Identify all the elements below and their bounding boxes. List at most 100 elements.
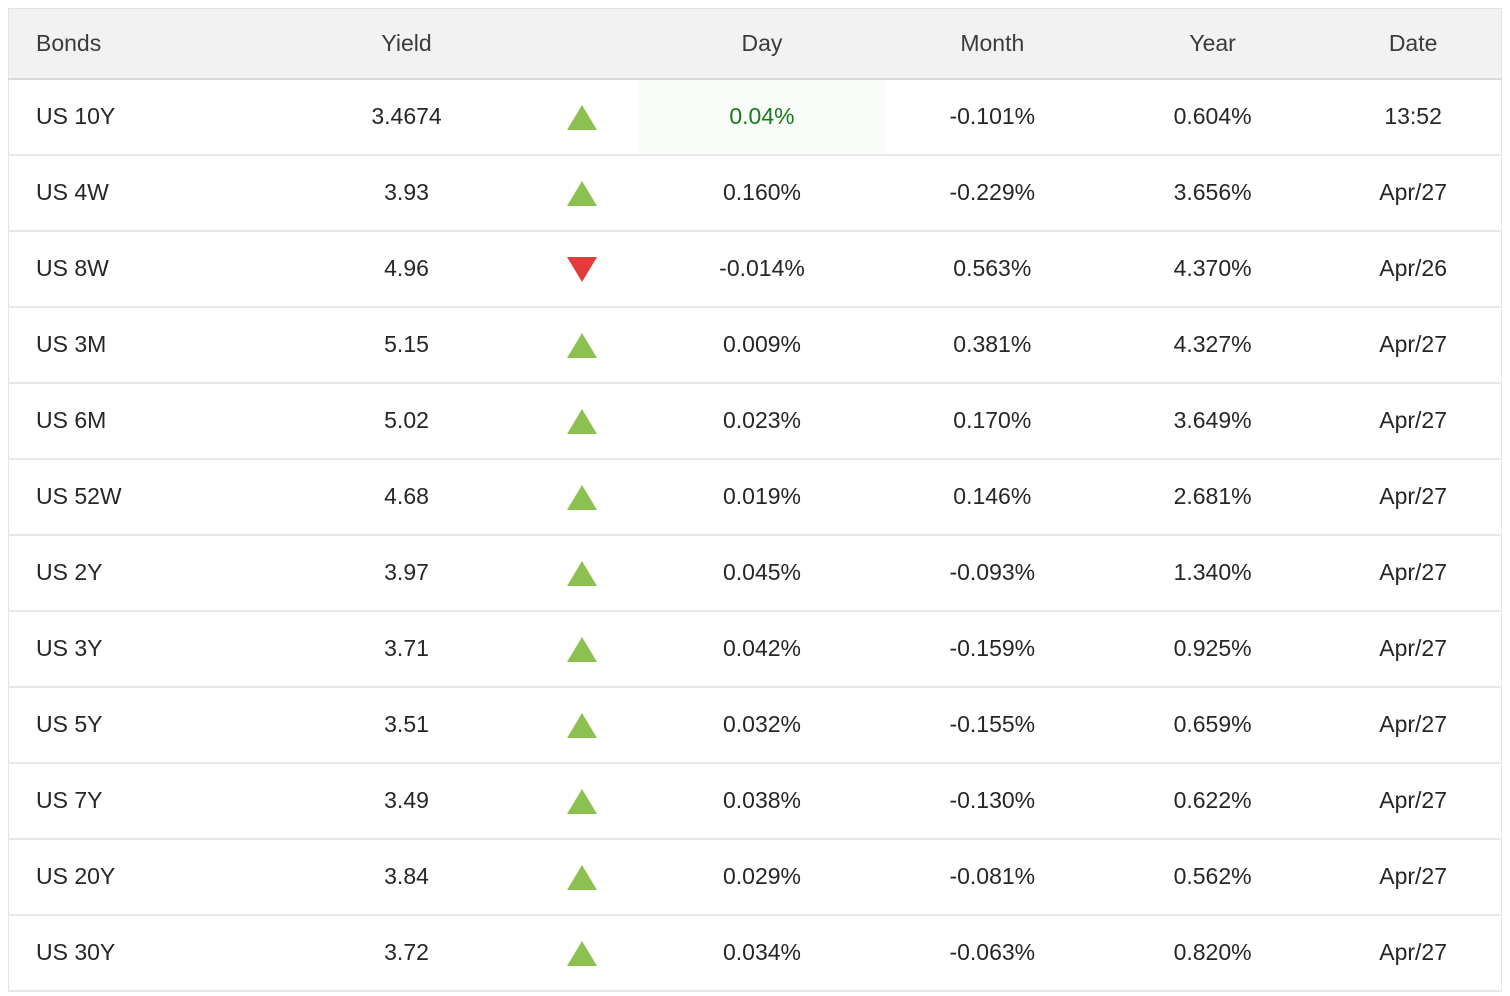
date-cell: Apr/27 bbox=[1325, 762, 1502, 840]
table-row[interactable]: US 7Y 3.49 0.038% -0.130% 0.622% Apr/27 bbox=[8, 762, 1502, 840]
bond-name-cell[interactable]: US 3M bbox=[8, 306, 289, 384]
bond-name-cell[interactable]: US 8W bbox=[8, 230, 289, 308]
bond-name-cell[interactable]: US 3Y bbox=[8, 610, 289, 688]
arrow-cell bbox=[524, 154, 640, 232]
month-change-cell: -0.063% bbox=[884, 914, 1100, 992]
up-triangle-icon bbox=[566, 941, 597, 967]
bond-name-cell[interactable]: US 4W bbox=[8, 154, 289, 232]
column-header-date: Date bbox=[1325, 8, 1502, 80]
month-change-cell: 0.563% bbox=[884, 230, 1100, 308]
year-change-cell: 0.659% bbox=[1099, 686, 1326, 764]
day-change-cell: 0.032% bbox=[639, 686, 885, 764]
month-change-cell: 0.146% bbox=[884, 458, 1100, 536]
date-cell: Apr/27 bbox=[1325, 914, 1502, 992]
date-cell: Apr/27 bbox=[1325, 838, 1502, 916]
header-row: Bonds Yield Day Month Year Date bbox=[8, 8, 1502, 80]
bonds-table: Bonds Yield Day Month Year Date US 10Y 3… bbox=[8, 8, 1502, 992]
up-triangle-icon bbox=[566, 333, 597, 359]
bond-name-cell[interactable]: US 6M bbox=[8, 382, 289, 460]
month-change-cell: -0.101% bbox=[884, 78, 1100, 156]
down-triangle-icon bbox=[566, 257, 597, 283]
year-change-cell: 4.327% bbox=[1099, 306, 1326, 384]
day-change-cell: -0.014% bbox=[639, 230, 885, 308]
table-row[interactable]: US 3Y 3.71 0.042% -0.159% 0.925% Apr/27 bbox=[8, 610, 1502, 688]
column-header-arrow bbox=[524, 8, 640, 80]
year-change-cell: 3.656% bbox=[1099, 154, 1326, 232]
month-change-cell: -0.081% bbox=[884, 838, 1100, 916]
year-change-cell: 2.681% bbox=[1099, 458, 1326, 536]
day-change-cell: 0.160% bbox=[639, 154, 885, 232]
table-row[interactable]: US 20Y 3.84 0.029% -0.081% 0.562% Apr/27 bbox=[8, 838, 1502, 916]
year-change-cell: 3.649% bbox=[1099, 382, 1326, 460]
day-change-cell: 0.009% bbox=[639, 306, 885, 384]
bond-name-cell[interactable]: US 52W bbox=[8, 458, 289, 536]
yield-cell: 3.97 bbox=[288, 534, 525, 612]
month-change-cell: -0.130% bbox=[884, 762, 1100, 840]
bond-name-cell[interactable]: US 20Y bbox=[8, 838, 289, 916]
up-triangle-icon bbox=[566, 561, 597, 587]
table-row[interactable]: US 8W 4.96 -0.014% 0.563% 4.370% Apr/26 bbox=[8, 230, 1502, 308]
bond-name-cell[interactable]: US 2Y bbox=[8, 534, 289, 612]
day-change-cell: 0.038% bbox=[639, 762, 885, 840]
yield-cell: 4.96 bbox=[288, 230, 525, 308]
arrow-cell bbox=[524, 914, 640, 992]
month-change-cell: -0.155% bbox=[884, 686, 1100, 764]
bond-name-cell[interactable]: US 30Y bbox=[8, 914, 289, 992]
table-row[interactable]: US 30Y 3.72 0.034% -0.063% 0.820% Apr/27 bbox=[8, 914, 1502, 992]
table-header: Bonds Yield Day Month Year Date bbox=[8, 8, 1502, 80]
yield-cell: 3.4674 bbox=[288, 78, 525, 156]
day-change-cell: 0.034% bbox=[639, 914, 885, 992]
yield-cell: 3.49 bbox=[288, 762, 525, 840]
arrow-cell bbox=[524, 458, 640, 536]
date-cell: 13:52 bbox=[1325, 78, 1502, 156]
date-cell: Apr/27 bbox=[1325, 458, 1502, 536]
table-row[interactable]: US 4W 3.93 0.160% -0.229% 3.656% Apr/27 bbox=[8, 154, 1502, 232]
date-cell: Apr/27 bbox=[1325, 154, 1502, 232]
bond-name-cell[interactable]: US 7Y bbox=[8, 762, 289, 840]
month-change-cell: -0.159% bbox=[884, 610, 1100, 688]
table-row[interactable]: US 6M 5.02 0.023% 0.170% 3.649% Apr/27 bbox=[8, 382, 1502, 460]
day-change-cell: 0.045% bbox=[639, 534, 885, 612]
day-change-cell: 0.04% bbox=[639, 78, 885, 156]
table-row[interactable]: US 5Y 3.51 0.032% -0.155% 0.659% Apr/27 bbox=[8, 686, 1502, 764]
bond-name-cell[interactable]: US 10Y bbox=[8, 78, 289, 156]
table-row[interactable]: US 2Y 3.97 0.045% -0.093% 1.340% Apr/27 bbox=[8, 534, 1502, 612]
column-header-day: Day bbox=[639, 8, 885, 80]
date-cell: Apr/27 bbox=[1325, 306, 1502, 384]
yield-cell: 5.15 bbox=[288, 306, 525, 384]
column-header-month: Month bbox=[884, 8, 1100, 80]
arrow-cell bbox=[524, 686, 640, 764]
yield-cell: 3.51 bbox=[288, 686, 525, 764]
year-change-cell: 0.925% bbox=[1099, 610, 1326, 688]
month-change-cell: 0.381% bbox=[884, 306, 1100, 384]
day-change-cell: 0.023% bbox=[639, 382, 885, 460]
arrow-cell bbox=[524, 762, 640, 840]
table-row[interactable]: US 10Y 3.4674 0.04% -0.101% 0.604% 13:52 bbox=[8, 78, 1502, 156]
yield-cell: 4.68 bbox=[288, 458, 525, 536]
column-header-yield: Yield bbox=[288, 8, 525, 80]
table-row[interactable]: US 3M 5.15 0.009% 0.381% 4.327% Apr/27 bbox=[8, 306, 1502, 384]
table-row[interactable]: US 52W 4.68 0.019% 0.146% 2.681% Apr/27 bbox=[8, 458, 1502, 536]
year-change-cell: 0.604% bbox=[1099, 78, 1326, 156]
day-change-cell: 0.019% bbox=[639, 458, 885, 536]
up-triangle-icon bbox=[566, 713, 597, 739]
arrow-cell bbox=[524, 610, 640, 688]
up-triangle-icon bbox=[566, 637, 597, 663]
date-cell: Apr/27 bbox=[1325, 610, 1502, 688]
day-change-cell: 0.042% bbox=[639, 610, 885, 688]
date-cell: Apr/27 bbox=[1325, 382, 1502, 460]
column-header-bonds: Bonds bbox=[8, 8, 289, 80]
up-triangle-icon bbox=[566, 181, 597, 207]
day-change-cell: 0.029% bbox=[639, 838, 885, 916]
yield-cell: 3.84 bbox=[288, 838, 525, 916]
arrow-cell bbox=[524, 382, 640, 460]
yield-cell: 5.02 bbox=[288, 382, 525, 460]
yield-cell: 3.93 bbox=[288, 154, 525, 232]
up-triangle-icon bbox=[566, 105, 597, 131]
arrow-cell bbox=[524, 838, 640, 916]
yield-cell: 3.72 bbox=[288, 914, 525, 992]
arrow-cell bbox=[524, 306, 640, 384]
bond-name-cell[interactable]: US 5Y bbox=[8, 686, 289, 764]
yield-cell: 3.71 bbox=[288, 610, 525, 688]
